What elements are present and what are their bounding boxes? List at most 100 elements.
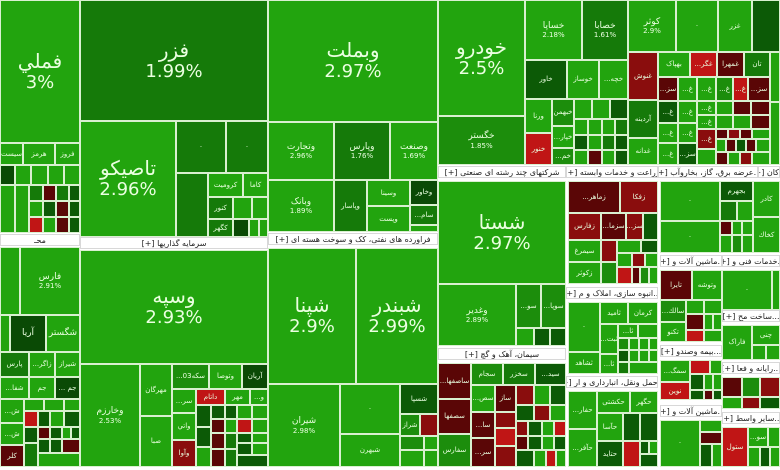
tile-small[interactable] (237, 405, 252, 419)
tile-hekashti[interactable]: حکشتی (597, 391, 630, 413)
tile-jam2[interactable]: ... جم (55, 377, 80, 399)
tile-small[interactable] (43, 185, 56, 201)
tile-jam[interactable]: جم (29, 377, 55, 399)
tile-small[interactable] (770, 52, 780, 102)
tile-sekhazar[interactable]: سخزر (503, 363, 535, 385)
tile-su[interactable]: ...سو (748, 427, 768, 447)
sector-label-machinery[interactable]: ...ماشین آلات و [+] (660, 255, 722, 267)
tile-vatosa[interactable]: وتوصا (209, 364, 242, 389)
tile-ariyan[interactable]: آریان (242, 364, 268, 389)
tile-small[interactable] (733, 101, 751, 115)
tile-small[interactable] (574, 135, 588, 150)
tile-small[interactable] (640, 441, 649, 454)
tile-small[interactable] (615, 135, 628, 150)
tile-small[interactable] (615, 150, 628, 165)
tile-firooz[interactable]: فروز (55, 143, 80, 165)
tile-small[interactable] (176, 173, 208, 237)
tile-small[interactable] (618, 338, 629, 350)
tile-small[interactable] (29, 185, 43, 201)
tile-sefars[interactable]: سفارس (438, 434, 471, 467)
tile-vanvashe[interactable]: وتوشه (692, 270, 722, 300)
tile-zfars[interactable]: زفارس (568, 213, 601, 240)
tile-vakharazm[interactable]: وخارزم 2.53% (80, 364, 140, 467)
tile-small[interactable] (516, 328, 534, 346)
tile-sesmegh[interactable]: ...سمگ (660, 360, 690, 382)
tile-small[interactable] (534, 328, 550, 346)
tile-small[interactable] (424, 450, 438, 467)
tile-shehran[interactable]: شبهرن (340, 434, 400, 467)
tile-small[interactable] (211, 419, 225, 433)
tile-small[interactable] (259, 219, 268, 237)
tile-tapico[interactable]: تاصیکو 2.96% (80, 121, 176, 237)
tile-small[interactable] (252, 433, 268, 443)
tile-small[interactable] (645, 253, 658, 267)
tile-sestar[interactable]: ...سر (471, 438, 495, 467)
tile-small[interactable] (737, 201, 753, 221)
tile-small[interactable] (752, 152, 770, 165)
tile-small[interactable] (704, 300, 722, 314)
tile-sesfaha[interactable]: سصفها (438, 399, 471, 434)
tile-ghazar[interactable]: غزر (718, 0, 752, 52)
tile-small[interactable] (56, 185, 69, 201)
tile-small[interactable] (196, 405, 211, 427)
tile-small[interactable] (697, 149, 716, 165)
sector-label-cement[interactable]: سیمان، آهک و گچ [+] (438, 348, 566, 360)
tile-small[interactable] (649, 267, 658, 284)
tile-gh-2[interactable]: ...غ (678, 77, 697, 101)
tile-zamahra[interactable]: ...زماهر (568, 181, 620, 213)
tile-small[interactable] (716, 152, 728, 165)
tile-small[interactable] (29, 201, 43, 217)
tile-small[interactable] (588, 150, 602, 165)
tile-small[interactable] (196, 447, 211, 467)
tile-gh-8[interactable]: ...غ (697, 101, 716, 115)
tile-small[interactable] (592, 99, 610, 119)
tile-small[interactable] (0, 315, 10, 352)
tile-small[interactable] (252, 443, 268, 455)
tile-small[interactable]: · (660, 420, 700, 467)
tile-small[interactable] (24, 411, 38, 427)
tile-hegohar[interactable]: حگهر (630, 391, 658, 413)
tile-fars[interactable]: فارس 2.91% (20, 247, 80, 315)
tile-gh-5[interactable]: ...غ (733, 77, 748, 101)
tile-gh-12[interactable]: ...غ (697, 129, 716, 149)
tile-small[interactable] (629, 350, 639, 362)
tile-small[interactable]: · (568, 302, 600, 352)
tile-ghamhra[interactable]: غمهرا (717, 52, 744, 77)
tile-small[interactable] (710, 360, 722, 374)
tile-small[interactable] (211, 433, 225, 449)
sector-label-other-intermediary[interactable]: ...سایر واسط [+] (722, 412, 780, 424)
tile-small[interactable] (716, 129, 728, 139)
tile-vapars[interactable]: وپارس 1.76% (334, 122, 390, 180)
tile-khepars[interactable]: ...خپار (552, 126, 574, 148)
tile-sez[interactable]: ...سز (626, 213, 643, 240)
tile-zekovsar[interactable]: زکوثر (568, 262, 601, 284)
tile-vapast[interactable]: وپست (367, 206, 410, 232)
tile-small[interactable] (516, 385, 534, 405)
sector-label-computer[interactable]: ...رایانه و فعا [+] (722, 362, 780, 374)
tile-so1[interactable]: ...سو (516, 284, 541, 328)
tile-tayra[interactable]: تایرا (660, 270, 692, 300)
tile-vaghadir[interactable]: وغدیر 2.89% (438, 284, 516, 346)
tile-khenoor[interactable]: خنور (525, 133, 552, 165)
tile-sez-2[interactable]: ...سز (748, 77, 770, 101)
tile-small[interactable] (62, 439, 80, 453)
tile-sekke[interactable]: ...سکه03 (172, 364, 209, 389)
tile-vasanat[interactable]: وصنعت 1.69% (390, 122, 438, 180)
tile-sesa[interactable]: ...سا (471, 412, 495, 438)
tile-small[interactable] (623, 413, 640, 441)
tile-vabank[interactable]: وبانک 1.89% (268, 180, 334, 232)
tile-small[interactable] (704, 390, 713, 400)
tile-small[interactable] (237, 455, 268, 467)
tile-sa[interactable]: ...ثا (618, 324, 638, 338)
tile-small[interactable] (516, 421, 528, 436)
tile-small[interactable] (233, 197, 252, 219)
tile-small[interactable] (31, 165, 48, 185)
tile-datam[interactable]: داتام (196, 389, 225, 405)
tile-small[interactable] (225, 405, 237, 419)
tile-small[interactable]: · (176, 121, 226, 173)
tile-chani[interactable]: چنی (752, 325, 780, 345)
tile-small[interactable] (62, 427, 71, 439)
tile-farak[interactable]: فاراک (722, 325, 752, 360)
sector-label-multi-industry[interactable]: شرکتهای چند رشته ای صنعتی [+] (438, 166, 566, 178)
tile-small[interactable] (716, 101, 733, 115)
